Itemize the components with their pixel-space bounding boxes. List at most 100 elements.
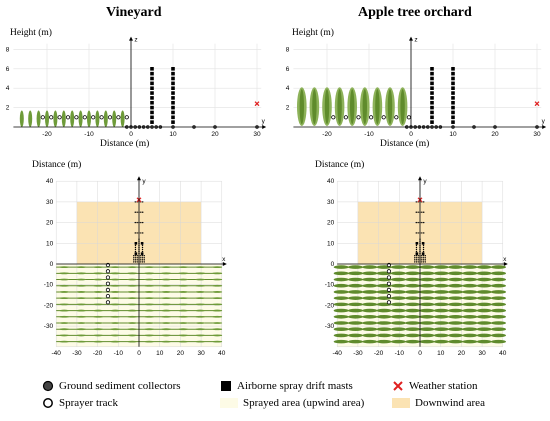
vine-canopy xyxy=(36,110,41,127)
drift-mast-sampler xyxy=(171,105,175,110)
vine-canopy xyxy=(103,110,108,127)
vine-row-thick xyxy=(161,340,172,343)
tree-row-segment xyxy=(419,308,435,313)
tree-row-segment xyxy=(448,302,464,307)
tree-row-segment xyxy=(491,290,506,294)
plan-y-tick-label: 20 xyxy=(327,220,335,227)
tree-row-segment xyxy=(462,302,478,307)
legend-track-label: Sprayer track xyxy=(59,397,118,409)
sprayer-track-point xyxy=(65,115,71,120)
orchard-title: Apple tree orchard xyxy=(358,5,472,20)
plan-x-tick-label: 10 xyxy=(437,350,445,357)
ground-collector xyxy=(422,244,425,247)
tree-row-segment xyxy=(433,296,449,300)
drift-mast-sampler xyxy=(451,71,455,76)
side-y-tick-label: 4 xyxy=(286,85,290,92)
drift-mast-sampler xyxy=(430,115,434,120)
ground-collector xyxy=(424,255,426,257)
vine-row-thick xyxy=(178,284,189,287)
tree-row-segment xyxy=(448,327,464,332)
tree-row-segment xyxy=(405,296,421,300)
drift-mast-sampler xyxy=(430,86,434,90)
vine-row-thick xyxy=(76,315,87,318)
legend-downwind: Downwind area xyxy=(392,397,485,409)
vine-row-thick xyxy=(195,291,206,293)
vine-row-thick xyxy=(110,291,121,293)
vine-row-thick xyxy=(110,284,121,287)
drift-mast xyxy=(140,252,144,255)
vine-canopy xyxy=(120,110,125,127)
tree-row-segment xyxy=(419,314,435,319)
vine-row-thick xyxy=(93,272,104,275)
ground-collector xyxy=(424,261,426,263)
ground-collector xyxy=(140,255,142,257)
drift-mast-sampler xyxy=(430,96,434,100)
drift-mast-sampler xyxy=(171,67,175,71)
tree-row-segment xyxy=(390,302,406,307)
tree-row-segment xyxy=(348,283,363,288)
tree-row-segment xyxy=(462,321,478,325)
ground-collector xyxy=(142,232,144,234)
tree-row-segment xyxy=(333,314,349,319)
legend-sprayed: Sprayed area (upwind area) xyxy=(220,397,364,409)
tree-row-segment xyxy=(376,327,392,332)
ground-collector xyxy=(422,246,425,249)
vine-row-thick xyxy=(178,340,189,343)
side-x-tick-label: 20 xyxy=(491,131,499,138)
tree-row-segment xyxy=(376,314,392,319)
tree-row-segment xyxy=(491,283,506,288)
tree-row-segment xyxy=(433,283,449,288)
drift-mast-sampler xyxy=(150,100,154,105)
sprayer-track-point xyxy=(381,115,386,120)
z-arrow xyxy=(129,36,133,41)
side-x-tick-label: 20 xyxy=(211,131,219,138)
tree-row-segment xyxy=(448,265,464,269)
tree-row-segment xyxy=(419,302,435,307)
tree-canopy-core xyxy=(400,89,405,125)
vine-row-thick xyxy=(76,278,87,281)
vine-row-thick xyxy=(144,291,155,293)
tree-row-segment xyxy=(348,339,363,344)
ground-collector xyxy=(141,246,144,249)
vine-row-thick xyxy=(144,328,155,331)
ground-collector xyxy=(140,257,142,259)
legend-weather: Weather station xyxy=(392,380,477,392)
vine-row-thick xyxy=(110,309,121,312)
y-arrow xyxy=(262,125,267,129)
ground-collector xyxy=(417,211,419,213)
tree-row-segment xyxy=(362,327,378,332)
side-x-tick-label: 0 xyxy=(129,131,133,138)
tree-canopy-core xyxy=(375,89,380,125)
vineyard-title: Vineyard xyxy=(106,5,162,20)
ground-collector xyxy=(424,257,426,259)
ground-collector xyxy=(134,211,136,213)
side-y-tick-label: 2 xyxy=(286,105,290,112)
legend: Ground sediment collectors Airborne spra… xyxy=(42,380,522,420)
legend-masts-label: Airborne spray drift masts xyxy=(237,380,353,392)
ground-collector xyxy=(423,221,425,224)
vine-row-thick xyxy=(93,284,104,287)
vine-row-thick xyxy=(161,291,172,293)
ground-collector xyxy=(134,246,137,249)
plan-x-tick-label: -30 xyxy=(72,350,82,357)
vine-row-thick xyxy=(144,315,155,318)
tree-row-segment xyxy=(405,283,421,288)
drift-mast-sampler xyxy=(171,96,175,100)
ground-collector xyxy=(141,255,144,257)
vine-canopy xyxy=(61,110,66,127)
plan-x-tick-label: 20 xyxy=(458,350,466,357)
vine-row-thick xyxy=(178,334,189,337)
plan-x-tick-label: -40 xyxy=(332,350,342,357)
sprayer-track-point xyxy=(386,281,392,286)
sprayer-track-point xyxy=(57,115,62,120)
tree-row-segment xyxy=(462,283,478,288)
x-axis-letter: x xyxy=(222,256,226,263)
vine-row-thick xyxy=(110,328,121,331)
tree-row-segment xyxy=(433,327,449,332)
vine-row-thick xyxy=(76,266,87,269)
ground-collector xyxy=(422,257,425,259)
ground-collector xyxy=(414,257,416,259)
drift-mast-sampler xyxy=(451,100,455,105)
tree-row-segment xyxy=(419,321,435,325)
tree-row-segment xyxy=(376,321,392,325)
